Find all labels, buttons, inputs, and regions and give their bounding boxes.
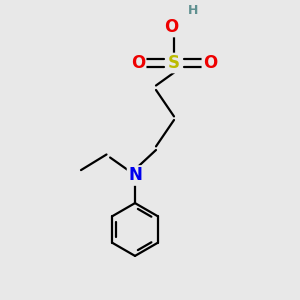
Text: O: O [203,54,217,72]
Text: H: H [188,4,199,17]
Text: O: O [164,18,178,36]
Text: N: N [128,167,142,184]
Text: O: O [131,54,145,72]
Text: S: S [168,54,180,72]
